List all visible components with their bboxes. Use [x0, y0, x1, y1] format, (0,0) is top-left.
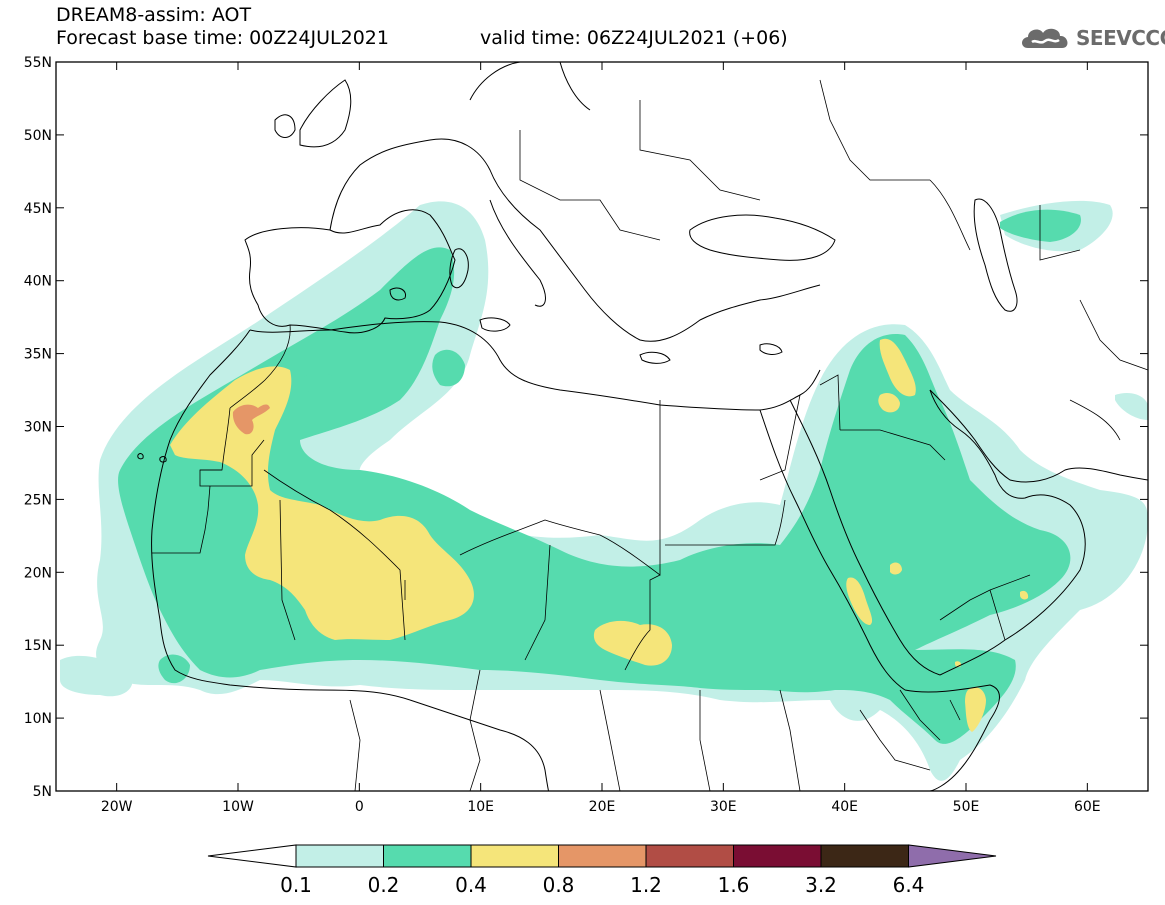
colorbar-label: 0.1 [280, 873, 312, 897]
colorbar-under-triangle [207, 844, 297, 868]
colorbar-segment [733, 844, 822, 868]
lat-tick-label: 40N [24, 274, 52, 290]
country-borders [152, 79, 1148, 791]
lon-tick-label: 0 [355, 799, 364, 815]
lat-tick-label: 55N [24, 55, 52, 71]
lat-tick-label: 30N [24, 420, 52, 436]
lon-tick-label: 40E [831, 799, 858, 815]
colorbar-segment [820, 844, 909, 868]
colorbar-segment [645, 844, 734, 868]
base-time-text: Forecast base time: 00Z24JUL2021 [56, 27, 389, 49]
colorbar-segment [470, 844, 559, 868]
lon-tick-label: 30E [710, 799, 737, 815]
longitude-axis: 20W 10W 0 10E 20E 30E 40E 50E 60E [101, 62, 1101, 815]
model-title: DREAM8-assim: AOT [56, 4, 252, 26]
seevccc-logo: SEEVCCC [1018, 22, 1165, 52]
colorbar-segment [558, 844, 647, 868]
colorbar-label: 6.4 [892, 873, 925, 897]
colorbar-label: 3.2 [805, 873, 837, 897]
lat-tick-label: 15N [24, 638, 52, 654]
lat-tick-label: 10N [24, 711, 52, 727]
cloud-icon [1022, 28, 1068, 48]
colorbar-label: 0.2 [367, 873, 400, 897]
colorbar-label: 0.4 [455, 873, 487, 897]
time-info: Forecast base time: 00Z24JUL2021 valid ti… [56, 27, 788, 49]
colorbar-label: 1.6 [717, 873, 750, 897]
colorbar-label: 1.2 [630, 873, 662, 897]
colorbar-segment [295, 844, 384, 868]
colorbar-segment [383, 844, 472, 868]
aot-contour-0.8 [232, 404, 270, 435]
lon-tick-label: 60E [1074, 799, 1101, 815]
lat-tick-label: 20N [24, 565, 52, 581]
lat-tick-label: 45N [24, 201, 52, 217]
lon-tick-label: 10W [222, 799, 254, 815]
lon-tick-label: 20W [101, 799, 133, 815]
lon-tick-label: 10E [467, 799, 494, 815]
lon-tick-label: 50E [953, 799, 980, 815]
lat-tick-label: 25N [24, 492, 52, 508]
lat-tick-label: 5N [33, 784, 52, 800]
lon-tick-label: 20E [589, 799, 616, 815]
map-plot-area [56, 62, 1148, 791]
colorbar [207, 844, 997, 868]
lat-tick-label: 50N [24, 128, 52, 144]
colorbar-over-triangle [908, 844, 997, 868]
colorbar-label: 0.8 [542, 873, 575, 897]
lat-tick-label: 35N [24, 347, 52, 363]
valid-time-text: valid time: 06Z24JUL2021 (+06) [480, 27, 788, 49]
logo-text: SEEVCCC [1076, 26, 1165, 50]
aot-contour-0.4 [170, 338, 1029, 732]
latitude-axis: 55N 50N 45N 40N 35N 30N 25N 20N 15N 10N 5N [24, 55, 1148, 800]
